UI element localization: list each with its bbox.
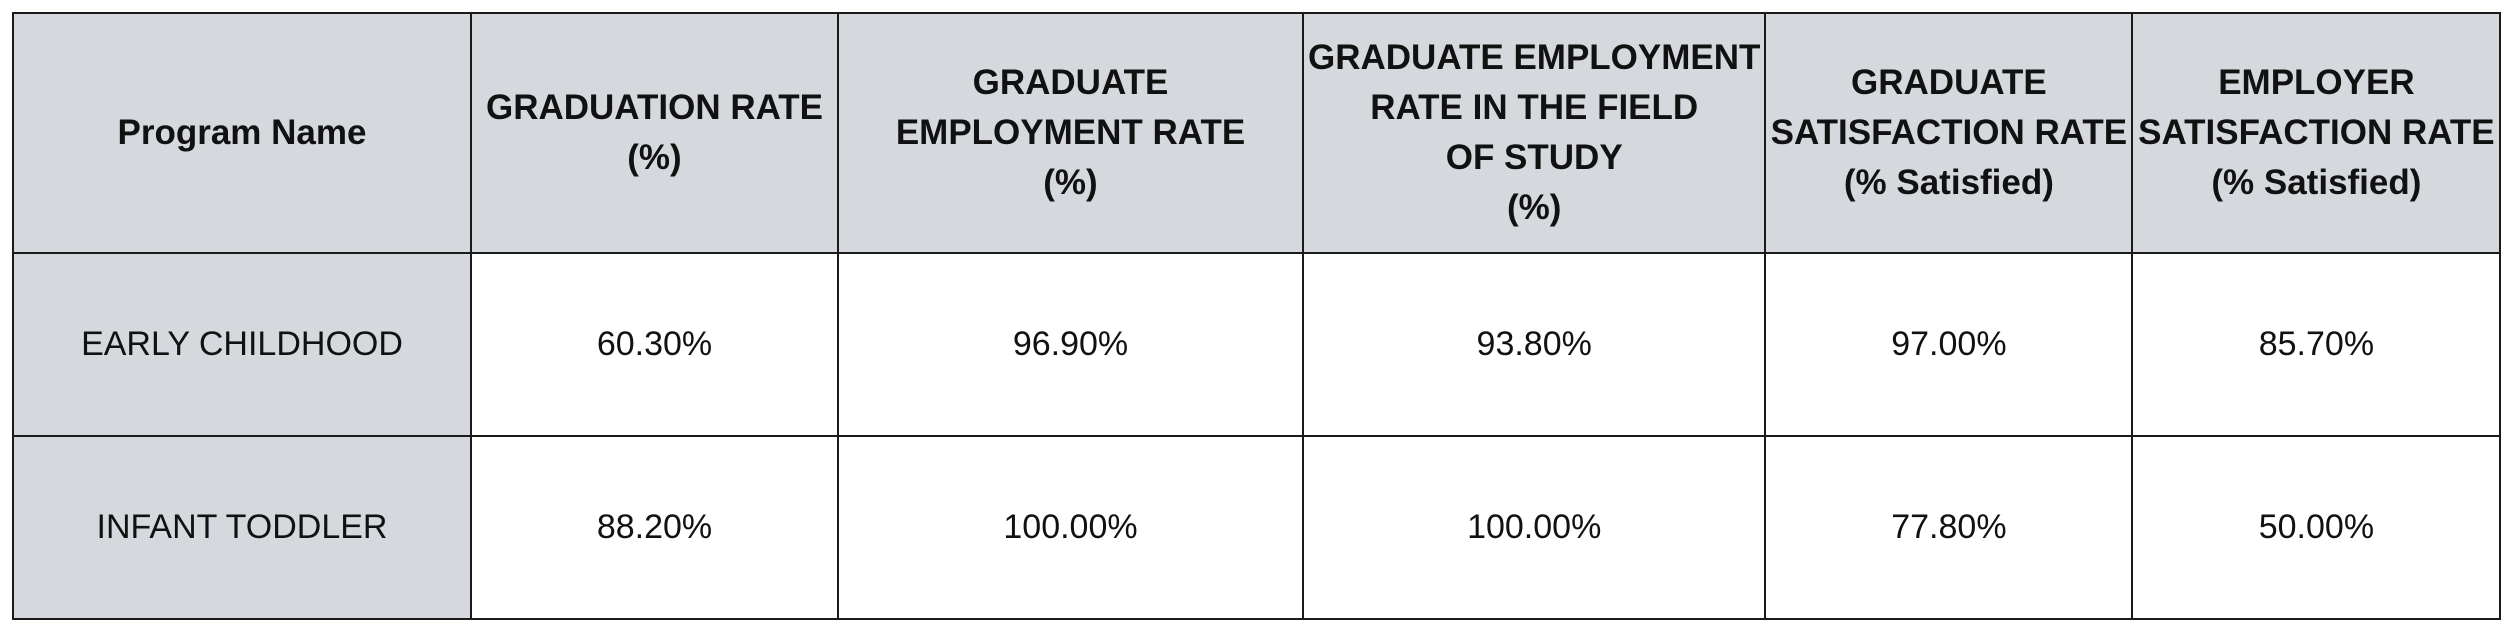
header-row: Program Name GRADUATION RATE (%) GRADUAT… xyxy=(12,12,2502,254)
header-program-name: Program Name xyxy=(12,12,472,254)
graduation-rate-cell: 88.20% xyxy=(470,435,839,620)
table-row: EARLY CHILDHOOD 60.30% 96.90% 93.80% 97.… xyxy=(12,252,2502,437)
employer-satisfaction-cell: 85.70% xyxy=(2131,252,2502,437)
header-graduate-satisfaction-rate: GRADUATE SATISFACTION RATE (% Satisfied) xyxy=(1764,12,2134,254)
employer-satisfaction-cell: 50.00% xyxy=(2131,435,2502,620)
employment-in-field-cell: 93.80% xyxy=(1301,252,1767,437)
header-employer-satisfaction-rate: EMPLOYER SATISFACTION RATE (% Satisfied) xyxy=(2131,12,2502,254)
graduate-employment-rate-cell: 100.00% xyxy=(837,435,1304,620)
graduate-employment-rate-cell: 96.90% xyxy=(837,252,1304,437)
graduation-rate-cell: 60.30% xyxy=(470,252,839,437)
outcomes-table: Program Name GRADUATION RATE (%) GRADUAT… xyxy=(12,12,2502,620)
program-name-cell: EARLY CHILDHOOD xyxy=(12,252,472,437)
employment-in-field-cell: 100.00% xyxy=(1301,435,1767,620)
graduate-satisfaction-cell: 97.00% xyxy=(1764,252,2134,437)
header-employment-in-field: GRADUATE EMPLOYMENT RATE IN THE FIELD OF… xyxy=(1301,12,1767,254)
header-graduation-rate: GRADUATION RATE (%) xyxy=(470,12,839,254)
program-name-cell: INFANT TODDLER xyxy=(12,435,472,620)
graduate-satisfaction-cell: 77.80% xyxy=(1764,435,2134,620)
table-row: INFANT TODDLER 88.20% 100.00% 100.00% 77… xyxy=(12,435,2502,620)
header-graduate-employment-rate: GRADUATE EMPLOYMENT RATE (%) xyxy=(837,12,1304,254)
